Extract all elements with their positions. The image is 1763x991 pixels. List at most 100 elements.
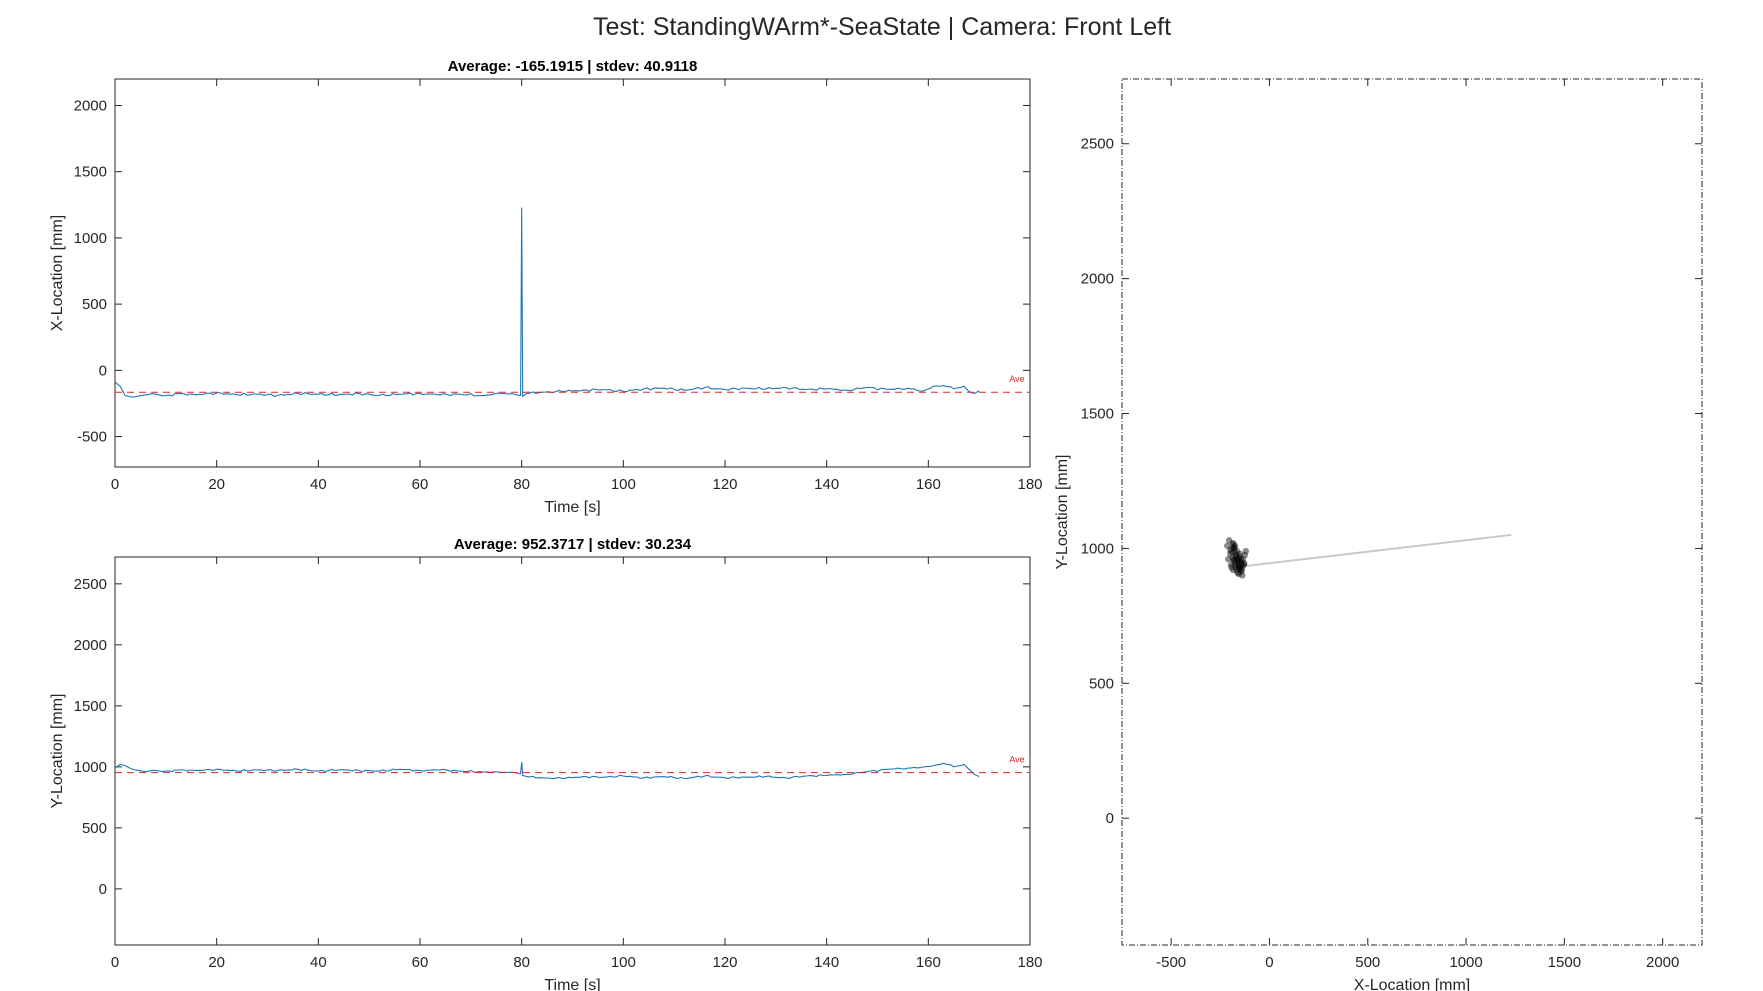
- scatter-point: [1236, 565, 1244, 572]
- scatter-point: [1241, 551, 1249, 559]
- scatter-point: [1230, 557, 1237, 564]
- scatter-point: [1238, 561, 1245, 568]
- y-tick-label: 2000: [1081, 271, 1114, 288]
- x-tick-label: 160: [916, 476, 941, 493]
- scatter-point: [1234, 569, 1241, 576]
- scatter-point: [1229, 566, 1237, 574]
- plot-frame: [1121, 78, 1703, 946]
- scatter-point: [1234, 556, 1241, 563]
- x-tick-label: 160: [916, 954, 941, 971]
- scatter-point: [1227, 561, 1235, 568]
- x-tick-label: 60: [412, 954, 429, 971]
- scatter-point: [1237, 565, 1244, 572]
- y-tick-label: 0: [1106, 810, 1114, 827]
- scatter-point: [1241, 560, 1248, 567]
- scatter-point: [1225, 537, 1233, 544]
- data-series-line: [114, 761, 980, 780]
- x-tick-label: 2000: [1646, 954, 1679, 971]
- panel-title: Average: 952.3717 | stdev: 30.234: [454, 536, 692, 553]
- scatter-point: [1224, 556, 1232, 563]
- scatter-point: [1239, 556, 1247, 563]
- x-tick-label: 0: [1265, 954, 1273, 971]
- scatter-point: [1232, 564, 1239, 571]
- scatter-point: [1226, 546, 1234, 553]
- scatter-point: [1239, 572, 1246, 579]
- scatter-point: [1237, 558, 1245, 566]
- scatter-point: [1233, 553, 1240, 560]
- y-tick-label: -500: [77, 429, 107, 446]
- x-tick-label: 100: [611, 954, 636, 971]
- scatter-point: [1237, 556, 1244, 563]
- x-tick-label: 20: [208, 476, 225, 493]
- scatter-point: [1236, 550, 1244, 558]
- scatter-point: [1230, 543, 1238, 551]
- x-tick-label: 20: [208, 954, 225, 971]
- scatter-point: [1232, 549, 1239, 556]
- y-tick-label: 2500: [1081, 136, 1114, 153]
- scatter-point: [1238, 566, 1246, 574]
- scatter-point: [1235, 570, 1242, 578]
- scatter-point: [1228, 564, 1235, 571]
- scatter-point: [1233, 566, 1241, 574]
- scatter-point: [1228, 549, 1236, 556]
- scatter-point: [1242, 547, 1250, 555]
- scatter-point: [1231, 542, 1239, 549]
- average-label: Ave: [1009, 374, 1024, 384]
- scatter-point: [1237, 568, 1245, 575]
- x-axis-label: X-Location [mm]: [1354, 977, 1470, 991]
- x-tick-label: 180: [1017, 476, 1042, 493]
- y-axis-label: Y-Location [mm]: [1054, 454, 1071, 569]
- x-tick-label: 80: [513, 476, 530, 493]
- average-label: Ave: [1009, 755, 1024, 765]
- panel-title: Average: -165.1915 | stdev: 40.9118: [448, 58, 698, 75]
- x-tick-label: -500: [1156, 954, 1186, 971]
- y-tick-label: 2000: [74, 97, 107, 114]
- scatter-point: [1231, 545, 1238, 552]
- x-tick-label: 80: [513, 954, 530, 971]
- x-tick-label: 40: [310, 476, 327, 493]
- scatter-point: [1235, 562, 1243, 570]
- y-tick-label: 1000: [74, 759, 107, 776]
- x-tick-label: 1500: [1548, 954, 1581, 971]
- y-tick-label: 1500: [74, 698, 107, 715]
- scatter-point: [1233, 547, 1241, 555]
- scatter-point: [1226, 550, 1234, 558]
- y-tick-label: 1000: [74, 230, 107, 247]
- scatter-point: [1229, 554, 1236, 562]
- scatter-point: [1234, 558, 1242, 566]
- x-tick-label: 180: [1017, 954, 1042, 971]
- y-tick-label: 1500: [1081, 406, 1114, 423]
- y-tick-label: 1500: [74, 164, 107, 181]
- x-tick-label: 0: [111, 476, 119, 493]
- y-tick-label: 500: [82, 820, 107, 837]
- x-tick-label: 60: [412, 476, 429, 493]
- scatter-point: [1240, 561, 1248, 568]
- scatter-point: [1232, 551, 1240, 559]
- x-tick-label: 140: [814, 954, 839, 971]
- y-tick-label: 2000: [74, 637, 107, 654]
- scatter-point: [1239, 562, 1246, 570]
- scatter-point: [1235, 564, 1243, 571]
- scatter-point: [1223, 542, 1231, 549]
- x-tick-label: 100: [611, 476, 636, 493]
- x-tick-label: 120: [712, 476, 737, 493]
- y-axis-label: X-Location [mm]: [49, 215, 66, 331]
- x-axis-label: Time [s]: [544, 499, 600, 516]
- plot-frame: [114, 556, 1031, 946]
- x-axis-label: Time [s]: [544, 977, 600, 991]
- scatter-point: [1235, 558, 1242, 566]
- scatter-point: [1231, 560, 1239, 567]
- y-tick-label: 500: [82, 296, 107, 313]
- x-tick-label: 40: [310, 954, 327, 971]
- x-tick-label: 120: [712, 954, 737, 971]
- xy-location-scatter-plot: -500 0 500 1000 1500 2000 0 500 1000 1500 2000 2500…: [1054, 78, 1703, 991]
- y-tick-label: 2500: [74, 576, 107, 593]
- scatter-point: [1230, 541, 1237, 548]
- scatter-point: [1236, 553, 1243, 560]
- y-tick-label: 0: [99, 881, 107, 898]
- trajectory-line: [1245, 533, 1512, 567]
- figure-title: Test: StandingWArm*-SeaState | Camera: F…: [593, 13, 1171, 41]
- y-tick-label: 500: [1089, 675, 1114, 692]
- x-tick-label: 500: [1355, 954, 1380, 971]
